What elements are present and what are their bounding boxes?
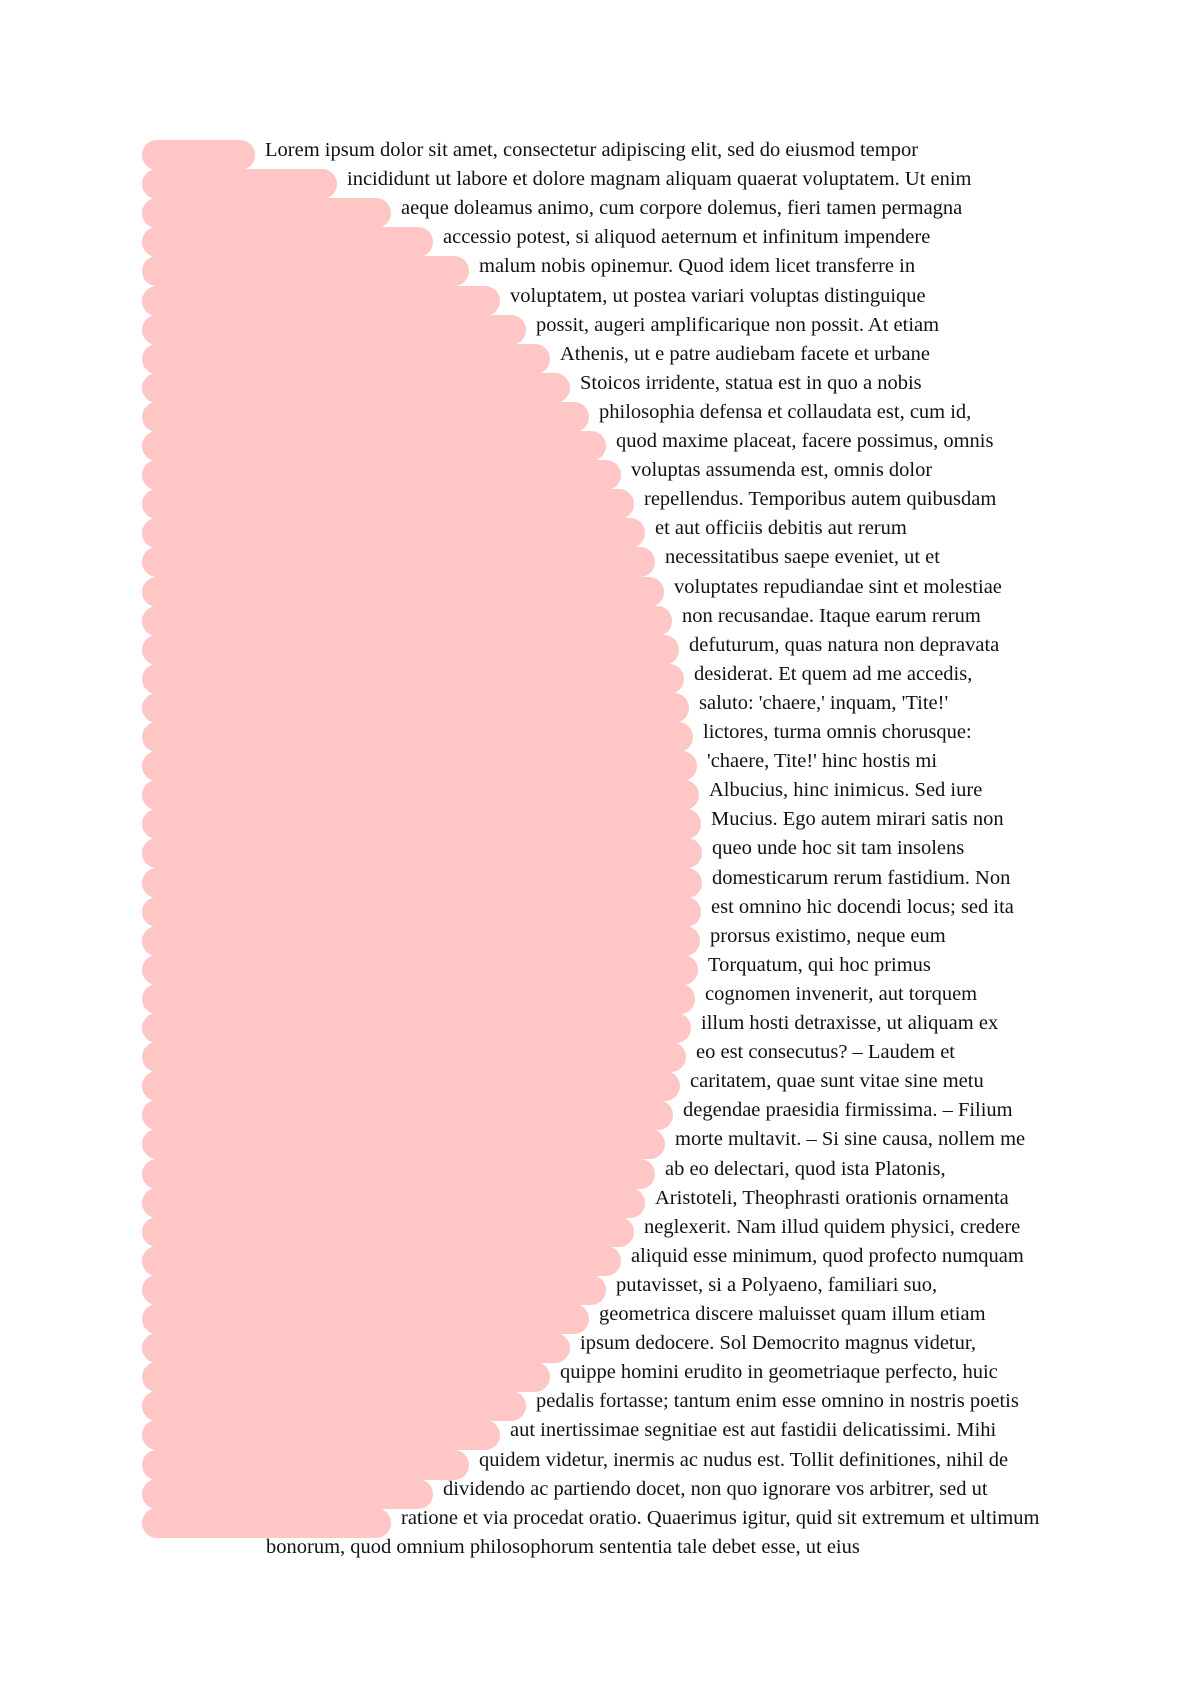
text-line: philosophia defensa et collaudata est, c… [599,400,972,423]
highlight-bar [142,1449,469,1480]
highlight-bar [142,285,500,316]
text-line: aut inertissimae segnitiae est aut fasti… [510,1419,997,1442]
text-line: necessitatibus saepe eveniet, ut et [665,546,940,569]
highlight-bar [142,809,701,840]
highlight-bar [142,1362,550,1393]
text-line: cognomen invenerit, aut torquem [705,982,978,1005]
text-line: ipsum dedocere. Sol Democrito magnus vid… [580,1332,976,1355]
highlight-bar [142,605,672,636]
highlight-bar [142,1478,433,1509]
text-line: Torquatum, qui hoc primus [708,953,931,976]
text-line: Stoicos irridente, statua est in quo a n… [580,371,922,394]
text-line: possit, augeri amplificarique non possit… [536,313,940,336]
text-line: malum nobis opinemur. Quod idem licet tr… [479,255,916,278]
text-line: dividendo ac partiendo docet, non quo ig… [443,1477,988,1500]
highlight-bar [142,1333,570,1364]
text-line: et aut officiis debitis aut rerum [655,517,907,540]
text-line: morte multavit. – Si sine causa, nollem … [675,1128,1026,1151]
highlight-bar [142,198,391,229]
highlight-bar [142,751,697,782]
text-line: defuturum, quas natura non depravata [689,633,1000,656]
text-line: quidem videtur, inermis ac nudus est. To… [479,1448,1009,1471]
text-line: eo est consecutus? – Laudem et [696,1041,956,1064]
text-line: 'chaere, Tite!' hinc hostis mi [707,750,938,773]
text-line: voluptas assumenda est, omnis dolor [631,459,933,482]
highlight-bar [142,1507,391,1538]
text-line: aliquid esse minimum, quod profecto numq… [631,1244,1024,1267]
text-line: incididunt ut labore et dolore magnam al… [347,168,972,191]
highlight-bar [142,576,664,607]
highlight-bar [142,1420,500,1451]
text-line: Aristoteli, Theophrasti orationis orname… [655,1186,1009,1209]
text-line: domesticarum rerum fastidium. Non [712,866,1011,889]
highlight-bar [142,838,702,869]
highlight-bar [142,1216,634,1247]
highlight-bar [142,1391,526,1422]
highlight-bar [142,1304,589,1334]
text-line: saluto: 'chaere,' inquam, 'Tite!' [699,691,949,714]
highlight-bar [142,1071,680,1102]
text-line: aeque doleamus animo, cum corpore dolemu… [401,197,963,220]
highlight-bar [142,1042,686,1073]
text-line: Mucius. Ego autem mirari satis non [711,808,1004,831]
highlight-bar [142,692,689,723]
text-line: prorsus existimo, neque eum [710,924,946,947]
highlight-bar [142,169,337,200]
text-line: desiderat. Et quem ad me accedis, [694,662,973,685]
highlight-bar [142,1013,691,1043]
text-line: non recusandae. Itaque earum rerum [682,604,981,627]
text-line: putavisset, si a Polyaeno, familiari suo… [616,1273,938,1296]
highlight-bar [142,722,693,752]
text-line: voluptatem, ut postea variari voluptas d… [510,284,926,307]
text-line: degendae praesidia firmissima. – Filium [683,1099,1013,1122]
highlight-bar [142,896,701,927]
highlight-bar [142,1187,645,1218]
text-line: illum hosti detraxisse, ut aliquam ex [701,1012,999,1034]
text-line: Athenis, ut e patre audiebam facete et u… [560,342,930,365]
highlight-bar [142,1129,665,1160]
text-line: voluptates repudiandae sint et molestiae [674,575,1002,598]
highlight-bar [142,518,645,549]
text-line: quippe homini erudito in geometriaque pe… [560,1361,998,1384]
highlight-bar [142,780,699,811]
text-line: accessio potest, si aliquod aeternum et … [443,226,931,249]
text-line: quod maxime placeat, facere possimus, om… [616,430,994,452]
text-line: geometrica discere maluisset quam illum … [599,1303,986,1325]
highlight-bar [142,867,702,898]
highlight-bar [142,140,255,170]
highlight-bar [142,663,684,694]
highlight-bar [142,925,700,956]
highlight-bar [142,1100,673,1131]
highlight-bar [142,314,526,345]
highlight-bar [142,1245,621,1276]
highlight-bar [142,954,698,985]
text-line: est omnino hic docendi locus; sed ita [711,895,1014,918]
highlight-bar [142,460,621,491]
highlight-bar [142,227,433,258]
highlight-bar [142,634,679,665]
text-line: ab eo delectari, quod ista Platonis, [665,1157,946,1180]
text-line: pedalis fortasse; tantum enim esse omnin… [536,1390,1019,1413]
highlight-bar [142,372,570,403]
text-line: neglexerit. Nam illud quidem physici, cr… [644,1215,1021,1238]
text-line: caritatem, quae sunt vitae sine metu [690,1070,984,1093]
highlight-bar [142,983,695,1014]
text-line: repellendus. Temporibus autem quibusdam [644,488,997,511]
highlight-bar [142,547,655,578]
text-line: queo unde hoc sit tam insolens [712,837,965,860]
text-line: lictores, turma omnis chorusque: [703,721,972,743]
text-line: Lorem ipsum dolor sit amet, consectetur … [265,139,919,161]
highlight-bar [142,431,606,461]
text-line: bonorum, quod omnium philosophorum sente… [266,1535,860,1558]
highlight-bar [142,1158,655,1189]
highlight-bar [142,401,589,432]
text-line: Albucius, hinc inimicus. Sed iure [709,779,983,802]
highlight-bar [142,489,634,520]
highlight-bar [142,256,469,287]
highlight-bar [142,1274,606,1305]
text-line: ratione et via procedat oratio. Quaerimu… [401,1506,1040,1529]
highlight-bar [142,343,550,374]
